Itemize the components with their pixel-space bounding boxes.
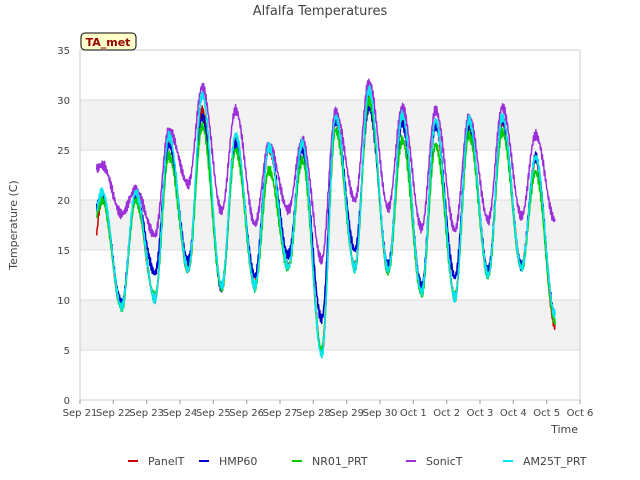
y-tick-label: 15 — [57, 246, 70, 257]
x-tick-label: Sep 22 — [96, 408, 131, 419]
x-tick-label: Sep 27 — [263, 408, 298, 419]
series-line-sonict — [95, 78, 556, 265]
legend-label: HMP60 — [219, 455, 257, 468]
y-tick-label: 25 — [57, 146, 70, 157]
band — [80, 300, 580, 350]
x-tick-label: Oct 2 — [433, 408, 460, 419]
y-tick-label: 5 — [64, 346, 70, 357]
x-tick-label: Sep 21 — [63, 408, 98, 419]
y-tick-label: 35 — [57, 46, 70, 57]
chart-title: Alfalfa Temperatures — [253, 4, 388, 19]
plot-frame — [79, 49, 581, 401]
y-tick-label: 20 — [57, 196, 70, 207]
legend-label: NR01_PRT — [312, 455, 368, 468]
series-line-am25t-prt — [96, 85, 556, 359]
series-lines — [95, 78, 556, 359]
x-tick-label: Oct 4 — [500, 408, 527, 419]
site-badge-box — [80, 32, 137, 51]
y-axis: 0 5 10 15 20 25 30 35 — [57, 46, 70, 407]
y-axis-label: Temperature (C) — [7, 180, 20, 270]
x-tick-label: Sep 26 — [229, 408, 264, 419]
legend-label: PanelT — [148, 455, 185, 468]
site-badge: TA_met — [80, 32, 137, 51]
x-tick-label: Sep 28 — [296, 408, 331, 419]
x-tick-label: Oct 5 — [533, 408, 560, 419]
x-tick-label: Sep 29 — [329, 408, 364, 419]
x-tick-label: Oct 3 — [467, 408, 494, 419]
y-tick-label: 10 — [57, 296, 70, 307]
legend: PanelT HMP60 NR01_PRT SonicT AM25T_PRT — [128, 455, 587, 468]
x-tick-label: Sep 24 — [163, 408, 198, 419]
site-badge-text: TA_met — [86, 36, 131, 49]
x-tick-label: Sep 23 — [129, 408, 164, 419]
x-axis-label: Time — [550, 423, 578, 436]
x-tick-label: Oct 6 — [567, 408, 594, 419]
legend-label: SonicT — [426, 455, 463, 468]
x-tick-label: Sep 25 — [196, 408, 231, 419]
legend-label: AM25T_PRT — [523, 455, 587, 468]
x-tick-label: Sep 30 — [363, 408, 398, 419]
y-tick-label: 30 — [57, 96, 70, 107]
y-tick-label: 0 — [64, 396, 70, 407]
x-tick-label: Oct 1 — [400, 408, 427, 419]
